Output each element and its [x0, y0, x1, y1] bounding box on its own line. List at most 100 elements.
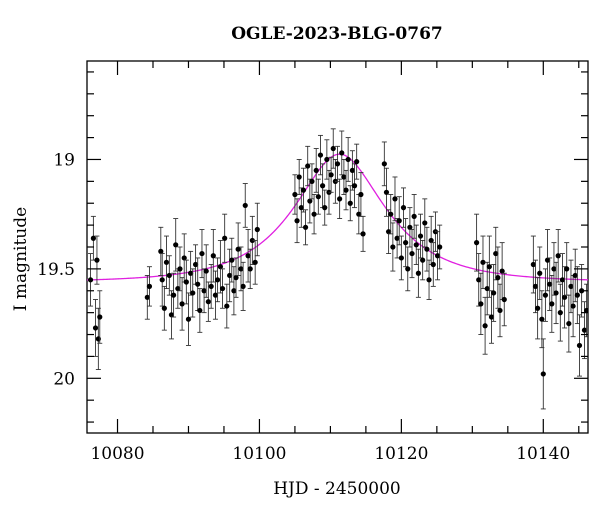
point-marker [574, 292, 580, 298]
point-marker [292, 191, 298, 198]
data-point [424, 226, 430, 272]
point-marker [190, 290, 196, 296]
data-point [203, 244, 209, 298]
point-marker [90, 235, 96, 241]
data-point [173, 218, 179, 272]
data-point [328, 156, 334, 193]
data-point [168, 290, 175, 340]
point-marker [328, 172, 334, 178]
point-marker [170, 292, 177, 298]
data-point [252, 239, 258, 285]
x-tick-label: 10080 [90, 444, 144, 464]
y-axis-label: I magnitude [11, 207, 31, 311]
data-point [313, 148, 319, 193]
data-point [334, 145, 341, 182]
point-marker [197, 307, 203, 314]
y-tick-label: 19.5 [37, 260, 75, 280]
data-point [179, 277, 185, 331]
data-point [407, 207, 413, 248]
chart-title: OGLE-2023-BLG-0767 [231, 24, 443, 44]
data-point [208, 264, 214, 309]
data-point [480, 235, 486, 290]
data-point [478, 272, 484, 335]
point-marker [482, 323, 488, 329]
point-marker [403, 240, 409, 246]
data-point [210, 229, 216, 283]
point-marker [559, 277, 566, 283]
point-marker [144, 294, 150, 300]
point-marker [572, 272, 578, 279]
data-point [430, 242, 436, 287]
point-marker [252, 259, 258, 265]
point-marker [493, 250, 499, 257]
data-point [482, 296, 488, 355]
point-marker [92, 325, 99, 331]
point-marker [480, 259, 486, 265]
data-point [92, 299, 99, 357]
point-marker [551, 266, 557, 272]
point-marker [315, 194, 321, 200]
point-marker [341, 174, 347, 180]
data-point [415, 248, 421, 298]
point-marker [420, 257, 426, 263]
data-point [166, 255, 172, 296]
data-point [87, 253, 94, 307]
point-marker [544, 257, 551, 263]
point-marker [345, 156, 351, 163]
data-point [354, 143, 360, 180]
point-marker [542, 292, 549, 298]
point-marker [300, 187, 307, 193]
data-point [233, 257, 239, 298]
data-point [231, 266, 237, 316]
data-point [177, 246, 183, 292]
point-marker [311, 211, 317, 217]
point-marker [240, 283, 246, 289]
point-marker [185, 316, 192, 322]
point-marker [97, 314, 103, 320]
point-marker [161, 305, 167, 311]
y-tick-label: 20 [53, 369, 75, 389]
point-marker [413, 242, 419, 248]
point-marker [245, 253, 251, 259]
data-point [484, 261, 490, 316]
data-point [146, 266, 153, 307]
point-marker [179, 301, 185, 307]
data-point [345, 137, 351, 182]
point-marker [566, 320, 572, 327]
data-point [315, 178, 321, 215]
point-marker [415, 270, 421, 276]
data-point [583, 283, 588, 338]
point-marker [354, 159, 360, 165]
point-marker [159, 277, 165, 283]
point-marker [583, 307, 588, 314]
point-marker [394, 235, 400, 241]
data-point [197, 288, 203, 333]
point-marker [294, 218, 300, 224]
data-point [161, 285, 167, 331]
point-marker [158, 248, 164, 254]
data-point [413, 224, 419, 265]
point-marker [334, 161, 341, 167]
data-point [570, 274, 576, 338]
point-marker [205, 299, 211, 305]
data-point [242, 183, 248, 228]
point-marker [163, 259, 170, 265]
point-marker [581, 327, 588, 333]
data-point [542, 268, 549, 322]
point-marker [199, 250, 205, 257]
point-marker [437, 244, 443, 250]
point-marker [430, 261, 436, 268]
data-point [159, 253, 165, 307]
point-marker [249, 237, 255, 244]
point-marker [319, 183, 326, 189]
data-point [568, 259, 574, 314]
point-marker [473, 240, 480, 246]
data-point [90, 215, 96, 261]
data-point [97, 290, 103, 344]
point-marker [535, 305, 541, 311]
point-marker [168, 312, 175, 318]
point-marker [208, 283, 214, 289]
data-point [486, 235, 492, 298]
point-marker [358, 191, 364, 198]
point-marker [495, 275, 501, 281]
